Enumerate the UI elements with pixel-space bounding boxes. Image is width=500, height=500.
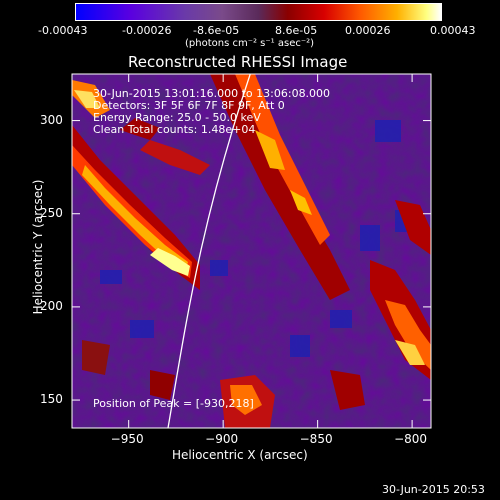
annotation-clean-counts: Clean Total counts: 1.48e+04: [93, 123, 256, 136]
y-tick-label: 200: [40, 298, 63, 313]
annotation-peak-position: Position of Peak = [-930,218]: [93, 397, 254, 410]
source-bottom: [82, 340, 365, 428]
chart-title: Reconstructed RHESSI Image: [128, 53, 348, 71]
footer-timestamp: 30-Jun-2015 20:53: [382, 483, 485, 496]
colorbar-unit-label: (photons cm⁻² s⁻¹ asec⁻²): [185, 38, 315, 49]
annotation-detectors: Detectors: 3F 5F 6F 7F 8F 9F, Att 0: [93, 99, 285, 112]
x-axis-label: Heliocentric X (arcsec): [172, 448, 308, 462]
y-axis-label: Heliocentric Y (arcsec): [31, 179, 45, 315]
x-tick-label: −850: [299, 432, 333, 446]
y-tick-label: 300: [40, 112, 63, 127]
plot-frame: [71, 73, 432, 429]
colorbar-tick-2: -0.00026: [122, 24, 172, 37]
colorbar-tick-6: 0.00043: [430, 24, 476, 37]
colorbar-tick-5: 0.00026: [345, 24, 391, 37]
y-tick-label: 150: [40, 392, 63, 407]
x-tick-label: −900: [205, 432, 239, 446]
annotation-energy-range: Energy Range: 25.0 - 50.0 keV: [93, 111, 261, 124]
colorbar-tick-3: -8.6e-05: [193, 24, 240, 37]
solar-limb-arc: [167, 74, 251, 428]
x-tick-label: −800: [394, 432, 428, 446]
annotation-time-range: 30-Jun-2015 13:01:16.000 to 13:06:08.000: [93, 87, 331, 100]
y-tick-label: 250: [40, 205, 63, 220]
source-ridge-right: [210, 74, 431, 380]
colorbar: [75, 3, 442, 21]
source-ridge-left: [72, 80, 210, 290]
colorbar-tick-4: 8.6e-05: [275, 24, 318, 37]
axis-ticks: [72, 74, 431, 428]
x-tick-label: −950: [110, 432, 144, 446]
colorbar-tick-1: -0.00043: [38, 24, 88, 37]
